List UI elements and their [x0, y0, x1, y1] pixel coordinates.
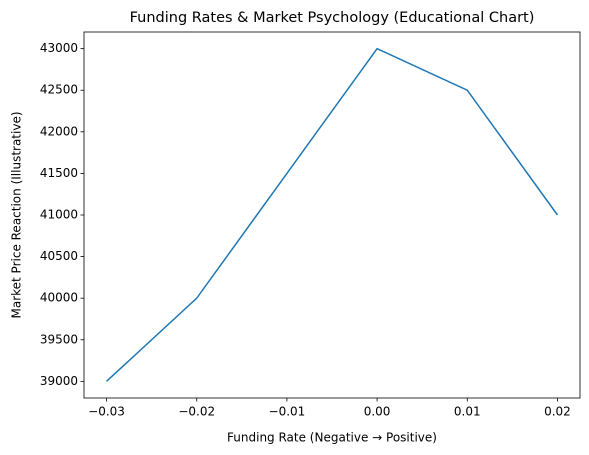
x-tick-label: −0.03: [88, 405, 125, 419]
x-tick-label: −0.01: [269, 405, 306, 419]
x-tick-label: 0.01: [454, 405, 481, 419]
y-tick-label: 41000: [40, 208, 78, 222]
y-tick-label: 42000: [40, 124, 78, 138]
y-tick-label: 39000: [40, 374, 78, 388]
x-tick-label: 0.02: [544, 405, 571, 419]
y-tick-label: 40500: [40, 249, 78, 263]
y-tick-label: 39500: [40, 332, 78, 346]
y-tick-label: 40000: [40, 291, 78, 305]
x-tick-label: −0.02: [178, 405, 215, 419]
x-tick-label: 0.00: [364, 405, 391, 419]
y-tick-label: 43000: [40, 41, 78, 55]
y-tick-label: 42500: [40, 83, 78, 97]
plot-frame: [83, 31, 581, 399]
x-axis-label: Funding Rate (Negative → Positive): [227, 431, 437, 445]
chart-title: Funding Rates & Market Psychology (Educa…: [130, 10, 535, 26]
y-tick-label: 41500: [40, 166, 78, 180]
y-axis-label: Market Price Reaction (Illustrative): [10, 111, 24, 318]
line-series: [106, 47, 559, 382]
